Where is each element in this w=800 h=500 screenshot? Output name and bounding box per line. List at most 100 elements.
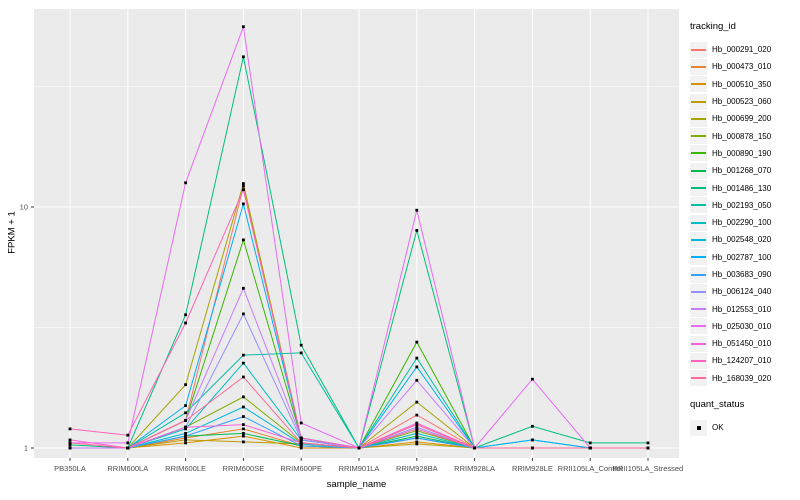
marker-ok bbox=[415, 429, 419, 433]
marker-ok bbox=[299, 441, 303, 445]
legend-item-label: Hb_001486_130 bbox=[712, 183, 772, 193]
marker-ok bbox=[184, 411, 187, 415]
y-tick-label: 10 bbox=[20, 203, 28, 212]
marker-ok bbox=[184, 427, 187, 431]
legend-color-line bbox=[691, 256, 706, 259]
legend-title-tracking-id: tracking_id bbox=[690, 21, 736, 32]
legend-key-swatch bbox=[690, 231, 707, 248]
marker-ok bbox=[242, 395, 245, 399]
legend-key-swatch bbox=[690, 283, 707, 300]
marker-ok bbox=[242, 361, 245, 365]
legend-key-swatch bbox=[690, 197, 707, 214]
marker-ok bbox=[68, 438, 72, 442]
legend-color-items: Hb_000291_020 Hb_000473_010 Hb_000510_350 H… bbox=[690, 41, 800, 387]
marker-ok bbox=[299, 436, 303, 440]
marker-ok bbox=[184, 425, 187, 429]
marker-ok bbox=[415, 436, 419, 440]
marker-ok bbox=[415, 356, 419, 360]
legend-item-label: Hb_000473_010 bbox=[712, 62, 772, 72]
legend-color-line bbox=[691, 100, 706, 103]
legend-item-label: Hb_002290_100 bbox=[712, 218, 772, 228]
legend-key-swatch bbox=[690, 370, 707, 387]
legend-item: Hb_000878_150 bbox=[690, 127, 800, 145]
legend-item-label: Hb_000510_350 bbox=[712, 79, 772, 89]
x-tick-label: RRII105LA_Control bbox=[558, 464, 623, 473]
marker-ok bbox=[126, 433, 130, 437]
legend-color-line bbox=[691, 204, 706, 207]
legend-key-swatch bbox=[690, 180, 707, 197]
legend-item: Hb_168039_020 bbox=[690, 370, 800, 387]
marker-ok bbox=[415, 442, 419, 446]
marker-ok bbox=[184, 383, 187, 387]
legend-key-swatch bbox=[690, 128, 707, 145]
legend-color-line bbox=[691, 342, 706, 345]
marker-ok bbox=[68, 427, 72, 431]
legend-item-label: Hb_168039_020 bbox=[712, 373, 772, 383]
marker-ok bbox=[126, 446, 130, 450]
marker-ok bbox=[531, 424, 534, 428]
marker-ok bbox=[415, 365, 419, 369]
x-tick-label: RRIM928BA bbox=[396, 464, 438, 473]
legend-item: Hb_002290_100 bbox=[690, 214, 800, 231]
marker-ok bbox=[242, 55, 245, 59]
legend-item: Hb_001268_070 bbox=[690, 162, 800, 179]
marker-ok bbox=[531, 438, 534, 442]
x-tick-label: RRIM928LE bbox=[512, 464, 553, 473]
legend-item-label: Hb_000699_200 bbox=[712, 114, 772, 124]
x-tick-label: RRIM600PE bbox=[280, 464, 322, 473]
legend-item: Hb_002548_020 bbox=[690, 231, 800, 248]
x-tick-label: RRIM600LE bbox=[165, 464, 206, 473]
marker-ok bbox=[415, 208, 419, 212]
marker-ok bbox=[588, 446, 592, 450]
legend-item-label: Hb_001268_070 bbox=[712, 166, 772, 176]
marker-ok bbox=[646, 446, 650, 450]
marker-ok bbox=[415, 427, 419, 431]
legend-shape-items: OK bbox=[690, 419, 800, 436]
legend-item: Hb_051450_010 bbox=[690, 335, 800, 352]
marker-ok bbox=[415, 229, 419, 232]
marker-ok bbox=[184, 436, 187, 440]
legend-key-swatch bbox=[690, 301, 707, 318]
legend-color-line bbox=[691, 325, 706, 328]
marker-ok bbox=[242, 286, 245, 290]
legend-color-line bbox=[691, 359, 706, 362]
marker-ok bbox=[473, 446, 476, 450]
x-tick-label: RRIM600LA bbox=[107, 464, 148, 473]
legend-color-line bbox=[691, 221, 706, 224]
legend-item: Hb_025030_010 bbox=[690, 318, 800, 335]
marker-ok bbox=[242, 25, 245, 29]
y-axis-title: FPKM + 1 bbox=[6, 211, 18, 254]
legend-item-label: Hb_000878_150 bbox=[712, 131, 772, 141]
x-tick-label: PB350LA bbox=[54, 464, 86, 473]
legend-color-line bbox=[691, 169, 706, 172]
legend-key-swatch bbox=[690, 335, 707, 352]
legend-key-swatch bbox=[690, 93, 707, 110]
legend-item: Hb_003683_090 bbox=[690, 266, 800, 283]
marker-ok bbox=[415, 378, 419, 382]
marker-ok bbox=[415, 340, 419, 344]
legend-color-line bbox=[691, 48, 706, 51]
legend-item-label: Hb_002193_050 bbox=[712, 200, 772, 210]
legend-item: Hb_006124_040 bbox=[690, 283, 800, 300]
marker-ok bbox=[299, 446, 303, 450]
marker-ok bbox=[242, 202, 245, 206]
legend-item: Hb_012553_010 bbox=[690, 300, 800, 318]
legend-color-line bbox=[691, 308, 706, 311]
marker-ok bbox=[242, 238, 245, 242]
legend-item: Hb_002193_050 bbox=[690, 197, 800, 214]
marker-ok bbox=[242, 427, 245, 431]
marker-ok bbox=[184, 181, 187, 185]
legend-item-label: Hb_012553_010 bbox=[712, 304, 772, 314]
marker-ok bbox=[415, 440, 419, 444]
legend-color-line bbox=[691, 187, 706, 190]
marker-ok bbox=[184, 419, 187, 422]
legend-key-swatch bbox=[690, 318, 707, 335]
legend-item-label: Hb_003683_090 bbox=[712, 270, 772, 279]
legend-key-swatch bbox=[690, 145, 707, 162]
marker-ok bbox=[68, 446, 72, 450]
marker-ok bbox=[242, 375, 245, 379]
legend-item: Hb_000473_010 bbox=[690, 58, 800, 75]
legend-key-swatch bbox=[690, 58, 707, 75]
legend-item-label: Hb_000523_060 bbox=[712, 97, 772, 107]
